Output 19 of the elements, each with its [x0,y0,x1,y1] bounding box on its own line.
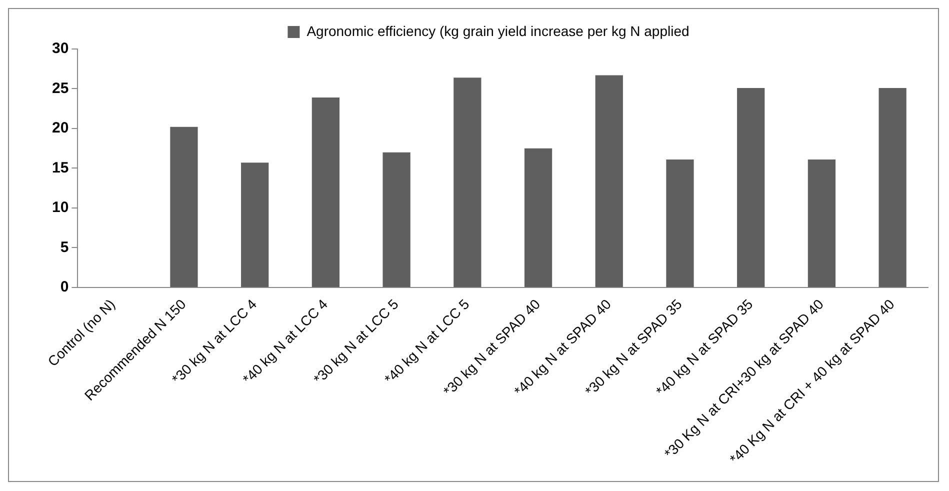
y-tick-label: 15 [52,159,69,176]
y-tick-label: 20 [52,120,69,137]
y-tick-label: 5 [60,238,69,256]
legend-label: Agronomic efficiency (kg grain yield increase per kg N applied [306,22,690,39]
bar [454,78,482,287]
bar [382,152,410,287]
bar [595,75,623,287]
bar [170,126,198,287]
bar [737,88,765,287]
bar [666,159,694,287]
y-tick-label: 10 [52,199,69,216]
bar [808,159,836,287]
y-tick-label: 30 [52,40,69,58]
bar [312,97,340,287]
bar [524,148,552,287]
y-tick-label: 25 [52,80,69,97]
y-tick-label: 0 [60,278,69,296]
bar [241,162,269,287]
bar [878,88,906,287]
